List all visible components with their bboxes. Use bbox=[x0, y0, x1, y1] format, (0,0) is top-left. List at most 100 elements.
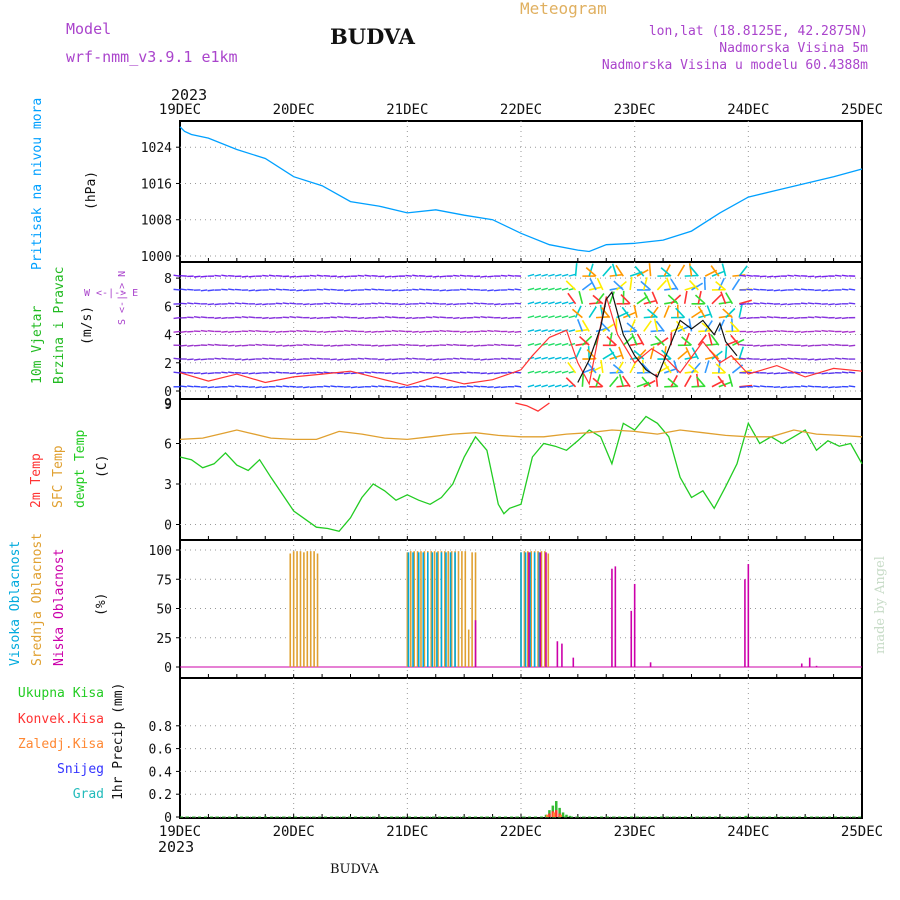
y-tick-label: 100 bbox=[149, 544, 172, 559]
wind-barb bbox=[384, 358, 392, 361]
wind-barb bbox=[715, 363, 727, 374]
wind-barb bbox=[473, 385, 481, 388]
wind-barb bbox=[807, 316, 815, 319]
wind-barb bbox=[323, 344, 331, 347]
wind-barb bbox=[268, 371, 276, 374]
wind-barb bbox=[631, 332, 638, 346]
wind-barb bbox=[636, 269, 649, 277]
wind-barb bbox=[187, 288, 194, 291]
wind-barb bbox=[561, 287, 569, 291]
wind-barb bbox=[548, 287, 555, 291]
wind-barb bbox=[848, 385, 856, 388]
wind-barb bbox=[548, 356, 555, 360]
wind-barb bbox=[207, 372, 215, 375]
wind-barb bbox=[794, 316, 801, 320]
wind-barb bbox=[221, 288, 228, 291]
wind-barb bbox=[600, 306, 611, 319]
wind-barb bbox=[660, 267, 672, 277]
wind-barb bbox=[613, 280, 624, 291]
wind-barb bbox=[262, 316, 269, 320]
wind-barb bbox=[221, 316, 228, 320]
wind-barb bbox=[766, 316, 774, 319]
wind-barb bbox=[568, 329, 576, 333]
y-tick-label: 1016 bbox=[141, 177, 172, 192]
wind-barb bbox=[807, 344, 815, 347]
wind-barb bbox=[725, 307, 736, 319]
wind-barb bbox=[459, 330, 467, 333]
wind-barb bbox=[534, 315, 542, 319]
wind-barb bbox=[629, 361, 637, 374]
wind-barb bbox=[459, 371, 467, 374]
wind-barb bbox=[180, 288, 187, 291]
wind-barb bbox=[608, 332, 613, 346]
wind-barb bbox=[405, 316, 412, 320]
wind-barb bbox=[364, 288, 372, 291]
wind-barb bbox=[473, 358, 481, 361]
wind-barb bbox=[187, 358, 194, 361]
wind-barb bbox=[541, 370, 548, 374]
wind-barb bbox=[459, 274, 467, 277]
wind-barb bbox=[330, 302, 337, 305]
wind-barb bbox=[738, 265, 748, 277]
wind-barb bbox=[828, 386, 835, 389]
wind-barb bbox=[466, 385, 474, 388]
wind-barb bbox=[316, 288, 324, 291]
wind-barb bbox=[371, 344, 378, 347]
wind-barb bbox=[585, 266, 597, 277]
wind-barb bbox=[248, 289, 256, 292]
wind-barb bbox=[412, 288, 419, 291]
wind-barb bbox=[412, 330, 419, 333]
wind-barb bbox=[670, 374, 678, 388]
y-tick-label: 0 bbox=[164, 661, 172, 676]
wind-barb bbox=[480, 358, 487, 361]
wind-barb bbox=[697, 306, 706, 319]
wind-barb bbox=[418, 385, 426, 388]
wind-barb bbox=[835, 303, 842, 306]
wind-barb bbox=[173, 357, 181, 360]
wind-barb bbox=[180, 385, 187, 388]
wind-barb bbox=[214, 357, 222, 360]
wind-barb bbox=[330, 385, 337, 388]
wind-barb bbox=[446, 343, 453, 346]
wind-barb bbox=[255, 289, 262, 292]
wind-barb bbox=[615, 280, 627, 291]
wind-barb bbox=[612, 363, 624, 374]
wind-barb bbox=[738, 304, 743, 318]
model-name: wrf-nmm_v3.9.1 e1km bbox=[66, 48, 238, 66]
wind-barb bbox=[618, 346, 625, 360]
wind-barb bbox=[418, 344, 426, 347]
wind-barb bbox=[634, 265, 645, 277]
wind-barb bbox=[405, 303, 412, 306]
wind-barb bbox=[841, 330, 849, 333]
wind-barb bbox=[473, 302, 481, 305]
wind-barb bbox=[695, 373, 700, 387]
wind-barb bbox=[753, 385, 760, 388]
wind-barb bbox=[807, 275, 815, 278]
wind-barb bbox=[337, 275, 344, 278]
y-tick-label: 1008 bbox=[141, 214, 172, 229]
wind-barb bbox=[800, 288, 808, 291]
wind-barb bbox=[656, 279, 667, 291]
wind-barb bbox=[296, 289, 303, 292]
wind-barb bbox=[565, 280, 577, 291]
model-elevation-label: Nadmorska Visina u modelu 60.4388m bbox=[601, 58, 868, 73]
wind-barb bbox=[561, 273, 569, 277]
wind-barb bbox=[622, 311, 636, 319]
wind-barb bbox=[364, 357, 372, 360]
wind-barb bbox=[309, 357, 317, 360]
y-tick-label: 0 bbox=[164, 385, 172, 400]
wind-barb bbox=[561, 384, 569, 388]
wind-barb bbox=[670, 278, 679, 291]
wind-barb bbox=[666, 277, 672, 291]
wind-barb bbox=[466, 330, 474, 334]
wind-barb bbox=[418, 371, 426, 374]
wind-compass-we: W <-|-> E bbox=[84, 288, 139, 299]
wind-barb bbox=[800, 385, 808, 388]
speed-line bbox=[577, 290, 738, 383]
wind-barb bbox=[446, 303, 453, 306]
wind-barb bbox=[655, 320, 665, 332]
wind-barb bbox=[600, 359, 604, 374]
wind-barb bbox=[667, 294, 679, 305]
wind-barb bbox=[588, 263, 594, 277]
wind-barb bbox=[574, 305, 582, 318]
